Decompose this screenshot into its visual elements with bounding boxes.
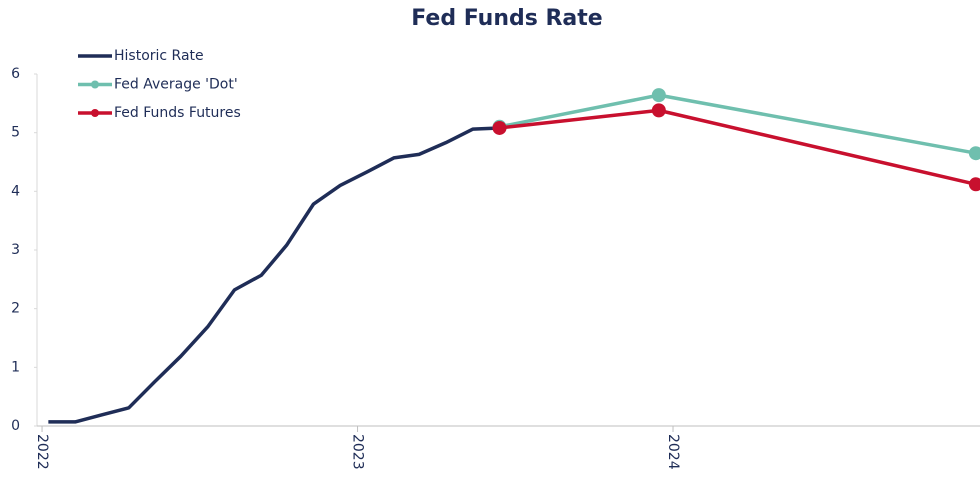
point bbox=[492, 120, 507, 135]
chart-title: Fed Funds Rate bbox=[411, 6, 602, 31]
y-tick-label: 0 bbox=[11, 418, 20, 434]
point bbox=[651, 88, 666, 103]
x-tick-label: 2022 bbox=[34, 434, 50, 470]
legend-marker bbox=[91, 80, 99, 89]
point bbox=[968, 146, 980, 161]
legend-label: Historic Rate bbox=[114, 48, 204, 64]
legend-marker bbox=[91, 109, 99, 117]
series-line bbox=[499, 93, 977, 155]
series-line bbox=[499, 108, 977, 186]
legend-label: Fed Funds Futures bbox=[114, 105, 241, 121]
series-line bbox=[48, 126, 500, 424]
x-tick-label: 2024 bbox=[665, 434, 681, 470]
y-tick-label: 6 bbox=[11, 66, 20, 82]
y-tick-label: 1 bbox=[11, 359, 20, 375]
y-tick-label: 3 bbox=[11, 242, 20, 258]
legend-label: Fed Average 'Dot' bbox=[114, 77, 238, 93]
point bbox=[968, 177, 980, 192]
y-tick-label: 2 bbox=[11, 301, 20, 317]
x-tick-label: 2023 bbox=[350, 434, 366, 470]
point bbox=[651, 103, 666, 118]
y-tick-label: 5 bbox=[11, 125, 20, 141]
y-tick-label: 4 bbox=[11, 183, 20, 199]
